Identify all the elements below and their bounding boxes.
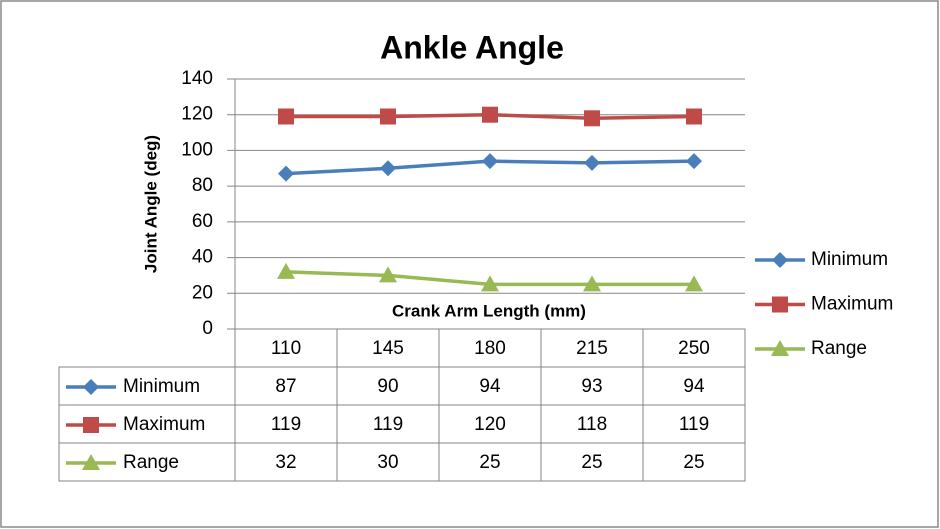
y-tick-label: 60	[192, 211, 213, 232]
table-header: 215	[576, 338, 608, 359]
table-value: 118	[577, 414, 607, 435]
marker	[379, 266, 397, 283]
marker	[584, 110, 600, 127]
marker	[686, 108, 702, 125]
y-tick-label: 40	[192, 247, 213, 268]
legend-label: Range	[811, 338, 867, 359]
marker	[82, 454, 100, 470]
marker	[278, 165, 294, 182]
table-value: 94	[479, 376, 501, 397]
table-value: 30	[377, 452, 398, 473]
marker	[482, 106, 498, 123]
table-value: 119	[679, 414, 709, 435]
marker	[83, 417, 99, 433]
table-value: 119	[373, 414, 403, 435]
y-axis-label: Joint Angle (deg)	[141, 135, 160, 273]
table-value: 87	[275, 376, 296, 397]
marker	[685, 275, 703, 292]
table-value: 94	[683, 376, 705, 397]
marker	[771, 340, 789, 356]
table-row-label: Maximum	[123, 414, 205, 435]
y-tick-label: 80	[192, 175, 213, 196]
table-cell	[642, 442, 746, 482]
table-value: 32	[275, 452, 296, 473]
table-header: 180	[474, 338, 506, 359]
table-value: 93	[581, 376, 602, 397]
marker	[772, 296, 788, 313]
marker	[380, 160, 396, 177]
marker	[380, 108, 396, 125]
marker	[686, 153, 702, 170]
y-tick-label: 120	[181, 104, 213, 125]
legend-label: Minimum	[811, 249, 888, 270]
y-tick-label: 140	[181, 68, 213, 89]
table-value: 25	[683, 452, 704, 473]
marker	[83, 379, 99, 395]
legend-label: Maximum	[811, 294, 893, 315]
marker	[584, 154, 600, 171]
y-tick-label: 0	[202, 318, 213, 339]
table-header: 145	[372, 338, 404, 359]
table-header: 250	[678, 338, 710, 359]
marker	[277, 262, 295, 279]
y-tick-label: 20	[192, 282, 213, 303]
table-row-label: Minimum	[123, 376, 200, 397]
table-header: 110	[271, 338, 301, 359]
marker	[482, 153, 498, 170]
marker	[481, 275, 499, 292]
marker	[772, 252, 788, 268]
table-value: 120	[474, 414, 506, 435]
marker	[278, 108, 294, 125]
table-value: 25	[479, 452, 500, 473]
table-value: 90	[377, 376, 398, 397]
y-tick-label: 100	[181, 139, 213, 160]
chart-title: Ankle Angle	[380, 29, 564, 65]
table-value: 25	[581, 452, 602, 473]
x-axis-label: Crank Arm Length (mm)	[392, 301, 586, 320]
table-row-label: Range	[123, 452, 179, 473]
marker	[583, 275, 601, 292]
table-value: 119	[271, 414, 301, 435]
